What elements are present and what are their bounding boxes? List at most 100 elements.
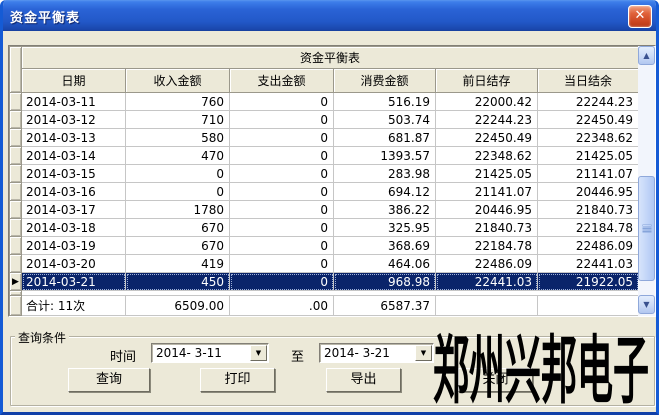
close-window-button[interactable]: 关闭 — [458, 368, 533, 392]
table-row: 2014-03-12 710 0 503.74 22244.23 22450.49 — [9, 110, 640, 129]
search-button[interactable]: 查询 — [68, 368, 150, 392]
value-cell[interactable]: 580 — [125, 128, 230, 147]
date-cell[interactable]: 2014-03-21 — [21, 272, 126, 291]
date-cell[interactable]: 2014-03-13 — [21, 128, 126, 147]
print-button[interactable]: 打印 — [200, 368, 275, 392]
value-cell[interactable]: 22348.62 — [536, 128, 640, 147]
value-cell[interactable]: 20446.95 — [435, 200, 538, 219]
value-cell[interactable]: 516.19 — [333, 92, 436, 111]
value-cell[interactable]: 21141.07 — [435, 182, 538, 201]
date-cell[interactable]: 2014-03-16 — [21, 182, 126, 201]
value-cell[interactable]: 694.12 — [333, 182, 436, 201]
value-cell[interactable]: 470 — [125, 146, 230, 165]
value-cell[interactable]: 21425.05 — [435, 164, 538, 183]
date-to-combobox[interactable]: 2014- 3-21 ▼ — [319, 343, 434, 363]
current-row-marker[interactable]: ▶ — [9, 272, 22, 291]
row-selector[interactable] — [9, 146, 22, 165]
value-cell[interactable]: 22184.78 — [435, 236, 538, 255]
date-cell[interactable]: 2014-03-20 — [21, 254, 126, 273]
value-cell[interactable]: 0 — [229, 164, 334, 183]
date-from-dropdown-button[interactable]: ▼ — [250, 345, 267, 361]
scroll-up-button[interactable]: ▲ — [638, 46, 655, 65]
date-to-dropdown-button[interactable]: ▼ — [415, 345, 432, 361]
value-cell[interactable]: 22348.62 — [435, 146, 538, 165]
value-cell[interactable]: 22486.09 — [536, 236, 640, 255]
value-cell[interactable]: 22450.49 — [536, 110, 640, 129]
row-selector[interactable] — [9, 295, 22, 316]
value-cell[interactable]: 21425.05 — [536, 146, 640, 165]
value-cell[interactable]: 0 — [229, 254, 334, 273]
value-cell[interactable]: 0 — [125, 164, 230, 183]
row-selector[interactable] — [9, 182, 22, 201]
value-cell[interactable]: 670 — [125, 218, 230, 237]
value-cell[interactable]: 283.98 — [333, 164, 436, 183]
date-cell[interactable]: 2014-03-12 — [21, 110, 126, 129]
value-cell[interactable]: 325.95 — [333, 218, 436, 237]
value-cell[interactable]: 503.74 — [333, 110, 436, 129]
close-button[interactable]: ✕ — [628, 5, 652, 28]
value-cell[interactable]: 0 — [229, 182, 334, 201]
export-button[interactable]: 导出 — [326, 368, 401, 392]
value-cell[interactable]: 22244.23 — [435, 110, 538, 129]
value-cell[interactable]: 22450.49 — [435, 128, 538, 147]
value-cell[interactable]: 22244.23 — [536, 92, 640, 111]
scroll-down-button[interactable]: ▼ — [638, 295, 655, 314]
value-cell[interactable]: 681.87 — [333, 128, 436, 147]
value-cell[interactable]: 0 — [229, 146, 334, 165]
value-cell[interactable]: 386.22 — [333, 200, 436, 219]
column-header[interactable]: 当日结余 — [536, 68, 640, 93]
value-cell[interactable]: 21840.73 — [435, 218, 538, 237]
value-cell[interactable]: 670 — [125, 236, 230, 255]
value-cell[interactable]: 0 — [229, 92, 334, 111]
value-cell[interactable]: 20446.95 — [536, 182, 640, 201]
row-selector[interactable] — [9, 110, 22, 129]
row-selector[interactable] — [9, 128, 22, 147]
date-cell[interactable]: 2014-03-18 — [21, 218, 126, 237]
value-cell[interactable]: 0 — [229, 236, 334, 255]
value-cell[interactable]: 22486.09 — [435, 254, 538, 273]
value-cell[interactable]: 21922.05 — [536, 272, 640, 291]
value-cell[interactable]: 0 — [125, 182, 230, 201]
date-cell[interactable]: 2014-03-19 — [21, 236, 126, 255]
column-header[interactable]: 支出金额 — [229, 68, 334, 93]
value-cell[interactable]: 0 — [229, 128, 334, 147]
row-selector[interactable] — [9, 236, 22, 255]
value-cell[interactable]: 0 — [229, 200, 334, 219]
value-cell[interactable]: 0 — [229, 218, 334, 237]
value-cell[interactable]: 0 — [229, 272, 334, 291]
date-cell[interactable]: 2014-03-17 — [21, 200, 126, 219]
value-cell[interactable]: 464.06 — [333, 254, 436, 273]
date-cell[interactable]: 2014-03-14 — [21, 146, 126, 165]
date-cell[interactable]: 2014-03-11 — [21, 92, 126, 111]
vertical-scrollbar[interactable]: ▲ ▼ — [638, 46, 655, 316]
value-cell[interactable]: 22441.03 — [435, 272, 538, 291]
date-from-combobox[interactable]: 2014- 3-11 ▼ — [151, 343, 269, 363]
value-cell[interactable]: 22000.42 — [435, 92, 538, 111]
row-selector[interactable] — [9, 218, 22, 237]
column-header[interactable]: 日期 — [21, 68, 126, 93]
value-cell[interactable]: 21840.73 — [536, 200, 640, 219]
scrollbar-thumb[interactable] — [638, 176, 655, 281]
value-cell[interactable]: 22184.78 — [536, 218, 640, 237]
value-cell[interactable]: 22441.03 — [536, 254, 640, 273]
value-cell[interactable]: 368.69 — [333, 236, 436, 255]
value-cell[interactable]: 0 — [229, 110, 334, 129]
row-selector[interactable] — [9, 92, 22, 111]
date-cell[interactable]: 2014-03-15 — [21, 164, 126, 183]
value-cell[interactable]: 450 — [125, 272, 230, 291]
value-cell[interactable]: 1780 — [125, 200, 230, 219]
value-cell[interactable]: 710 — [125, 110, 230, 129]
scrollbar-track[interactable] — [638, 65, 655, 295]
value-cell[interactable]: 1393.57 — [333, 146, 436, 165]
column-header[interactable]: 收入金额 — [125, 68, 230, 93]
value-cell[interactable]: 760 — [125, 92, 230, 111]
value-cell[interactable]: 21141.07 — [536, 164, 640, 183]
value-cell[interactable]: 419 — [125, 254, 230, 273]
titlebar[interactable]: 资金平衡表 ✕ — [3, 0, 656, 31]
column-header[interactable]: 消费金额 — [333, 68, 436, 93]
row-selector[interactable] — [9, 164, 22, 183]
column-header[interactable]: 前日结存 — [435, 68, 538, 93]
value-cell[interactable]: 968.98 — [333, 272, 436, 291]
row-selector[interactable] — [9, 254, 22, 273]
row-selector[interactable] — [9, 200, 22, 219]
